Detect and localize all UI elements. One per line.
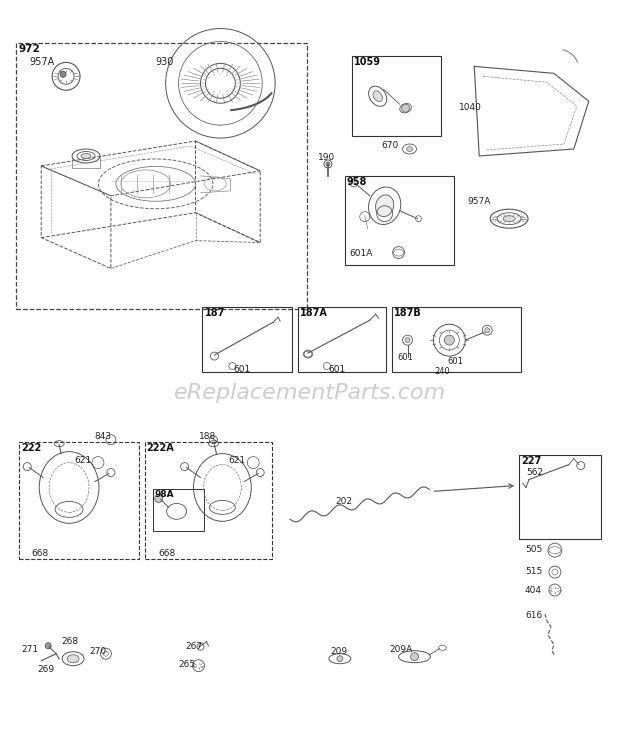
Text: 98A: 98A bbox=[155, 490, 174, 499]
Ellipse shape bbox=[503, 216, 515, 222]
Circle shape bbox=[155, 495, 162, 502]
Circle shape bbox=[445, 335, 454, 345]
Circle shape bbox=[326, 162, 330, 166]
Circle shape bbox=[60, 71, 66, 77]
Text: 601A: 601A bbox=[350, 248, 373, 257]
Circle shape bbox=[45, 643, 51, 649]
Bar bbox=[203, 307, 292, 372]
Text: 270: 270 bbox=[89, 647, 106, 655]
Bar bbox=[519, 455, 601, 539]
Text: 562: 562 bbox=[526, 467, 543, 477]
Bar bbox=[153, 490, 205, 531]
Ellipse shape bbox=[373, 91, 383, 102]
Text: eReplacementParts.com: eReplacementParts.com bbox=[174, 383, 446, 403]
Ellipse shape bbox=[407, 147, 412, 152]
Text: 843: 843 bbox=[94, 432, 111, 440]
Text: 1059: 1059 bbox=[354, 57, 381, 68]
Text: 222A: 222A bbox=[147, 443, 174, 452]
Text: 601: 601 bbox=[328, 365, 345, 374]
Text: 601: 601 bbox=[233, 365, 250, 374]
Bar bbox=[16, 43, 307, 310]
Text: 668: 668 bbox=[159, 549, 176, 558]
Bar bbox=[345, 176, 454, 266]
Text: 209: 209 bbox=[330, 647, 347, 655]
Text: 958: 958 bbox=[347, 177, 367, 187]
Text: 621: 621 bbox=[228, 455, 246, 464]
Text: 202: 202 bbox=[335, 498, 352, 507]
Bar bbox=[352, 57, 441, 136]
Text: 187B: 187B bbox=[394, 308, 422, 318]
Text: 404: 404 bbox=[525, 586, 542, 595]
Text: 616: 616 bbox=[525, 611, 542, 620]
Text: 265: 265 bbox=[179, 660, 196, 669]
Circle shape bbox=[405, 338, 410, 343]
Text: 621: 621 bbox=[74, 455, 91, 464]
Circle shape bbox=[402, 104, 410, 112]
Text: 957A: 957A bbox=[29, 57, 55, 68]
Ellipse shape bbox=[67, 655, 79, 663]
Text: 190: 190 bbox=[318, 153, 335, 162]
Bar bbox=[298, 307, 386, 372]
Circle shape bbox=[410, 652, 418, 661]
Ellipse shape bbox=[81, 153, 91, 158]
Text: 668: 668 bbox=[31, 549, 48, 558]
Text: 1040: 1040 bbox=[459, 103, 482, 112]
Text: 267: 267 bbox=[185, 642, 203, 651]
Text: 972: 972 bbox=[19, 45, 40, 54]
Circle shape bbox=[485, 327, 490, 333]
Ellipse shape bbox=[376, 195, 394, 217]
Text: 187: 187 bbox=[205, 308, 225, 318]
Circle shape bbox=[337, 655, 343, 661]
Text: 930: 930 bbox=[156, 57, 174, 68]
Text: 505: 505 bbox=[525, 545, 542, 554]
Text: 268: 268 bbox=[61, 637, 78, 646]
Text: 222: 222 bbox=[21, 443, 42, 452]
Text: 187A: 187A bbox=[300, 308, 328, 318]
Text: 240: 240 bbox=[435, 367, 450, 376]
Text: 209A: 209A bbox=[389, 645, 413, 654]
Text: 227: 227 bbox=[521, 455, 541, 466]
Text: 515: 515 bbox=[525, 567, 542, 576]
Text: 188: 188 bbox=[198, 432, 216, 440]
Text: 670: 670 bbox=[382, 141, 399, 150]
Bar bbox=[392, 307, 521, 372]
Text: 601: 601 bbox=[397, 353, 414, 362]
Bar bbox=[19, 442, 139, 559]
Bar bbox=[144, 442, 272, 559]
Text: 957A: 957A bbox=[467, 197, 490, 206]
Text: 271: 271 bbox=[21, 645, 38, 654]
Text: 601: 601 bbox=[448, 357, 463, 366]
Text: 269: 269 bbox=[37, 664, 55, 673]
